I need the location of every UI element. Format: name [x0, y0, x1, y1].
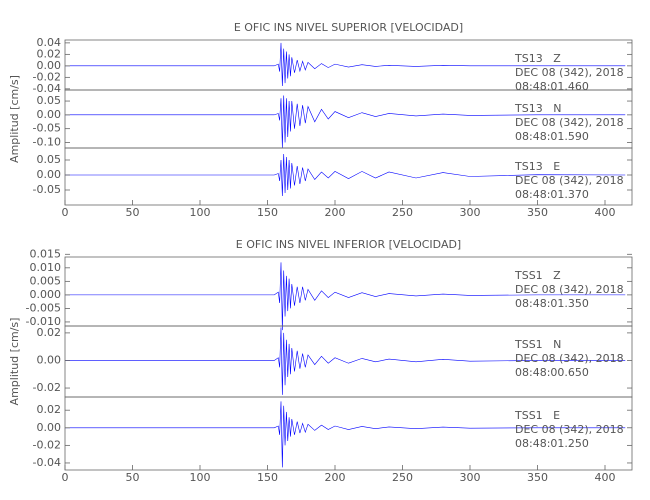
plot-frame — [64, 147, 633, 206]
trace — [65, 401, 626, 468]
annotation: DEC 08 (342), 2018 — [515, 66, 624, 79]
annotation: DEC 08 (342), 2018 — [515, 174, 624, 187]
y-axis-label: Amplitud [cm/s] — [8, 318, 21, 406]
y-tick-label: 0.05 — [37, 153, 62, 166]
y-tick-label: 0.02 — [37, 47, 62, 60]
y-tick-label: 0.005 — [30, 274, 62, 287]
y-tick-label: -0.05 — [33, 122, 61, 135]
x-tick-label: 400 — [595, 471, 616, 484]
y-tick-label: 0.00 — [37, 421, 62, 434]
x-tick-label: 50 — [126, 471, 140, 484]
y-tick-label: -0.05 — [33, 183, 61, 196]
annotation: 08:48:01.460 — [515, 80, 589, 93]
plot-frame — [64, 396, 633, 471]
x-tick-label: 100 — [190, 206, 211, 219]
trace — [65, 42, 626, 86]
y-tick-label: 0.00 — [37, 168, 62, 181]
x-tick-label: 0 — [62, 471, 69, 484]
y-tick-label: -0.04 — [33, 82, 61, 95]
trace — [65, 327, 626, 395]
y-tick-label: 0.00 — [37, 59, 62, 72]
y-tick-label: -0.02 — [33, 438, 61, 451]
y-tick-label: 0.04 — [37, 36, 62, 49]
x-tick-label: 0 — [62, 206, 69, 219]
x-tick-label: 200 — [325, 471, 346, 484]
annotation: TS13 E — [514, 160, 560, 173]
x-tick-label: 250 — [392, 471, 413, 484]
x-tick-label: 50 — [126, 206, 140, 219]
x-tick-label: 100 — [190, 471, 211, 484]
annotation: DEC 08 (342), 2018 — [515, 423, 624, 436]
panel-title: E OFIC INS NIVEL SUPERIOR [VELOCIDAD] — [234, 21, 463, 34]
annotation: 08:48:01.590 — [515, 130, 589, 143]
y-tick-label: 0.00 — [37, 353, 62, 366]
y-tick-label: 0.02 — [37, 326, 62, 339]
y-tick-label: -0.04 — [33, 456, 61, 469]
y-tick-label: -0.005 — [26, 301, 61, 314]
x-tick-label: 400 — [595, 206, 616, 219]
x-tick-label: 300 — [460, 471, 481, 484]
y-tick-label: -0.010 — [26, 315, 61, 328]
annotation: DEC 08 (342), 2018 — [515, 116, 624, 129]
annotation: TS13 Z — [514, 52, 561, 65]
x-tick-label: 350 — [527, 206, 548, 219]
x-tick-label: 150 — [257, 206, 278, 219]
y-axis-label: Amplitud [cm/s] — [8, 75, 21, 163]
annotation: 08:48:01.370 — [515, 188, 589, 201]
x-tick-label: 350 — [527, 471, 548, 484]
y-tick-label: 0.015 — [30, 247, 62, 260]
x-tick-label: 250 — [392, 206, 413, 219]
y-tick-label: 0.00 — [37, 108, 62, 121]
trace — [65, 95, 626, 149]
y-tick-label: 0.000 — [30, 288, 62, 301]
y-tick-label: 0.010 — [30, 261, 62, 274]
annotation: DEC 08 (342), 2018 — [515, 352, 624, 365]
y-tick-label: 0.05 — [37, 94, 62, 107]
y-tick-label: -0.10 — [33, 135, 61, 148]
annotation: 08:48:00.650 — [515, 366, 589, 379]
y-tick-label: 0.02 — [37, 403, 62, 416]
panel-title: E OFIC INS NIVEL INFERIOR [VELOCIDAD] — [236, 238, 461, 251]
x-tick-label: 200 — [325, 206, 346, 219]
annotation: TSS1 N — [514, 338, 561, 351]
annotation: TS13 N — [514, 102, 561, 115]
annotation: 08:48:01.250 — [515, 437, 589, 450]
annotation: 08:48:01.350 — [515, 297, 589, 310]
x-tick-label: 150 — [257, 471, 278, 484]
trace — [65, 153, 626, 197]
x-tick-label: 300 — [460, 206, 481, 219]
y-tick-label: -0.02 — [33, 381, 61, 394]
y-tick-label: -0.02 — [33, 70, 61, 83]
annotation: TSS1 Z — [514, 269, 561, 282]
annotation: DEC 08 (342), 2018 — [515, 283, 624, 296]
trace — [65, 262, 626, 331]
annotation: TSS1 E — [514, 409, 560, 422]
